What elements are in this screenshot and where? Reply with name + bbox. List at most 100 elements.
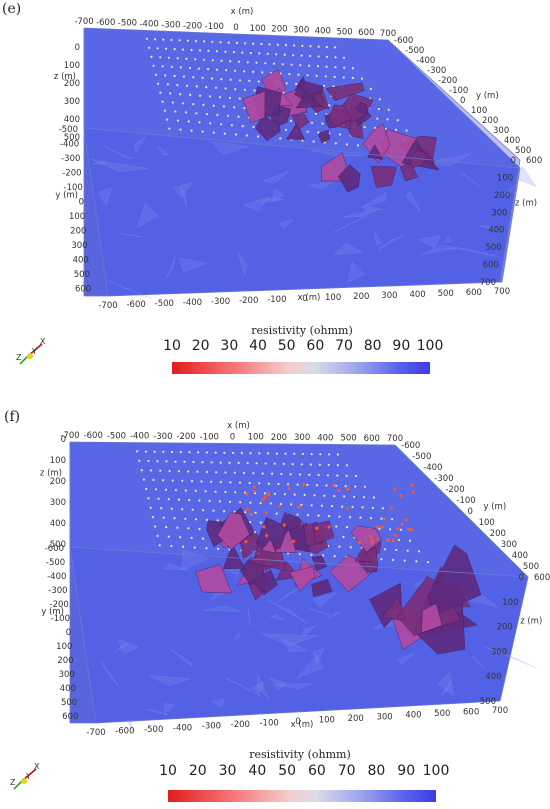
electrode-point	[395, 128, 398, 131]
right-z-tick-label: 0	[511, 156, 516, 166]
electrode-point	[183, 460, 186, 463]
electrode-point	[224, 50, 227, 53]
electrode-point	[190, 48, 193, 52]
top-x-tick-label: -400	[139, 20, 158, 30]
top-x-tick-label: 700	[387, 434, 403, 444]
electrode-point	[381, 507, 384, 510]
mesh-cell	[108, 280, 152, 300]
electrode-point	[281, 63, 284, 66]
colorbar-tick-label: 40	[249, 338, 267, 354]
electrode-point	[306, 130, 309, 133]
electrode-point	[170, 450, 174, 454]
electrode-point	[335, 525, 338, 528]
high-conductivity-marker	[264, 511, 268, 515]
top-x-tick-label: 500	[336, 27, 352, 37]
electrode-point	[245, 134, 249, 137]
right-z-tick-label: 300	[491, 208, 507, 218]
mesh-cell	[278, 219, 295, 229]
top-x-tick-label: -200	[176, 432, 195, 442]
electrode-point	[202, 58, 206, 61]
low-resistivity-anomaly	[289, 566, 315, 592]
mesh-cell	[514, 165, 537, 188]
bottom-x-tick-label: -400	[183, 298, 202, 308]
left-y-axis-title: y (m)	[55, 190, 78, 200]
electrode-point	[214, 490, 217, 493]
mesh-cell	[242, 196, 271, 212]
electrode-point	[178, 39, 181, 42]
electrode-point	[174, 489, 177, 492]
electrode-point	[173, 517, 176, 520]
electrode-point	[342, 76, 345, 79]
electrode-point	[321, 122, 324, 125]
right-y-tick-label: -500	[412, 452, 431, 462]
electrode-point	[298, 552, 301, 556]
triad-y-label: Y	[25, 772, 31, 781]
right-y-tick-label: -200	[445, 485, 464, 495]
panel-e: (e) -700 -600 -500 -400 -300 -200 -100 0 100 200 3…	[0, 0, 550, 380]
top-x-tick-label: -300	[161, 20, 180, 30]
electrode-point	[259, 521, 262, 524]
bottom-x-tick-label: 500	[434, 709, 450, 719]
mesh-cell	[478, 224, 492, 230]
electrode-point	[252, 42, 255, 45]
bottom-x-tick-label: 300	[376, 712, 392, 722]
electrode-point	[295, 82, 298, 86]
left-y-tick-label: 300	[71, 241, 87, 251]
mesh-cell	[260, 633, 318, 646]
mesh-cell	[274, 683, 313, 689]
electrode-point	[176, 119, 179, 122]
colorbar-tick-label: 70	[337, 763, 356, 779]
right-z-tick-label: 400	[488, 226, 504, 236]
mesh-cell	[233, 631, 241, 642]
left-y-tick-label: 500	[61, 698, 77, 708]
electrode-point	[405, 129, 408, 132]
top-x-tick-label: -600	[84, 431, 103, 441]
high-conductivity-marker	[249, 512, 253, 516]
electrode-point	[345, 474, 348, 477]
mesh-cell	[180, 186, 187, 208]
electrode-point	[285, 82, 288, 85]
electrode-point	[198, 499, 201, 502]
electrode-point	[249, 452, 252, 455]
electrode-point	[186, 39, 189, 42]
electrode-point	[396, 119, 399, 122]
electrode-point	[392, 558, 395, 561]
mesh-cell	[472, 655, 485, 668]
top-x-tick-label: 0	[230, 433, 235, 443]
electrode-point	[206, 68, 210, 71]
high-conductivity-marker	[380, 525, 384, 529]
electrode-point	[310, 504, 313, 507]
triad-y-axis	[27, 353, 33, 359]
electrode-point	[282, 462, 285, 465]
right-y-tick-label: -300	[434, 474, 453, 484]
electrode-point	[279, 502, 283, 506]
mesh-cell	[347, 261, 365, 283]
electrode-point	[140, 469, 143, 472]
electrode-point	[325, 484, 328, 487]
electrode-point	[212, 509, 215, 512]
electrode-point	[138, 459, 141, 462]
electrode-point	[152, 478, 155, 481]
high-conductivity-marker	[253, 489, 257, 493]
electrode-point	[255, 61, 258, 64]
electrode-point	[190, 129, 193, 132]
electrode-point	[383, 548, 386, 551]
top-x-tick-label: 400	[315, 26, 331, 36]
left-z-tick-label: 400	[64, 115, 80, 125]
electrode-point	[298, 473, 302, 476]
electrode-point	[267, 482, 270, 485]
electrode-point	[333, 495, 336, 498]
low-resistivity-anomaly	[195, 564, 233, 594]
electrode-point	[219, 461, 222, 464]
electrode-point	[174, 110, 177, 113]
electrode-point	[215, 50, 218, 53]
mesh-cell	[364, 205, 383, 212]
bottom-x-tick-label: -100	[267, 295, 286, 305]
electrode-point	[258, 482, 261, 485]
electrode-point	[198, 121, 201, 124]
electrode-point	[220, 123, 223, 126]
low-resistivity-anomaly	[291, 114, 310, 131]
electrode-point	[310, 121, 314, 124]
electrode-point	[185, 84, 189, 87]
electrode-point	[192, 103, 195, 106]
